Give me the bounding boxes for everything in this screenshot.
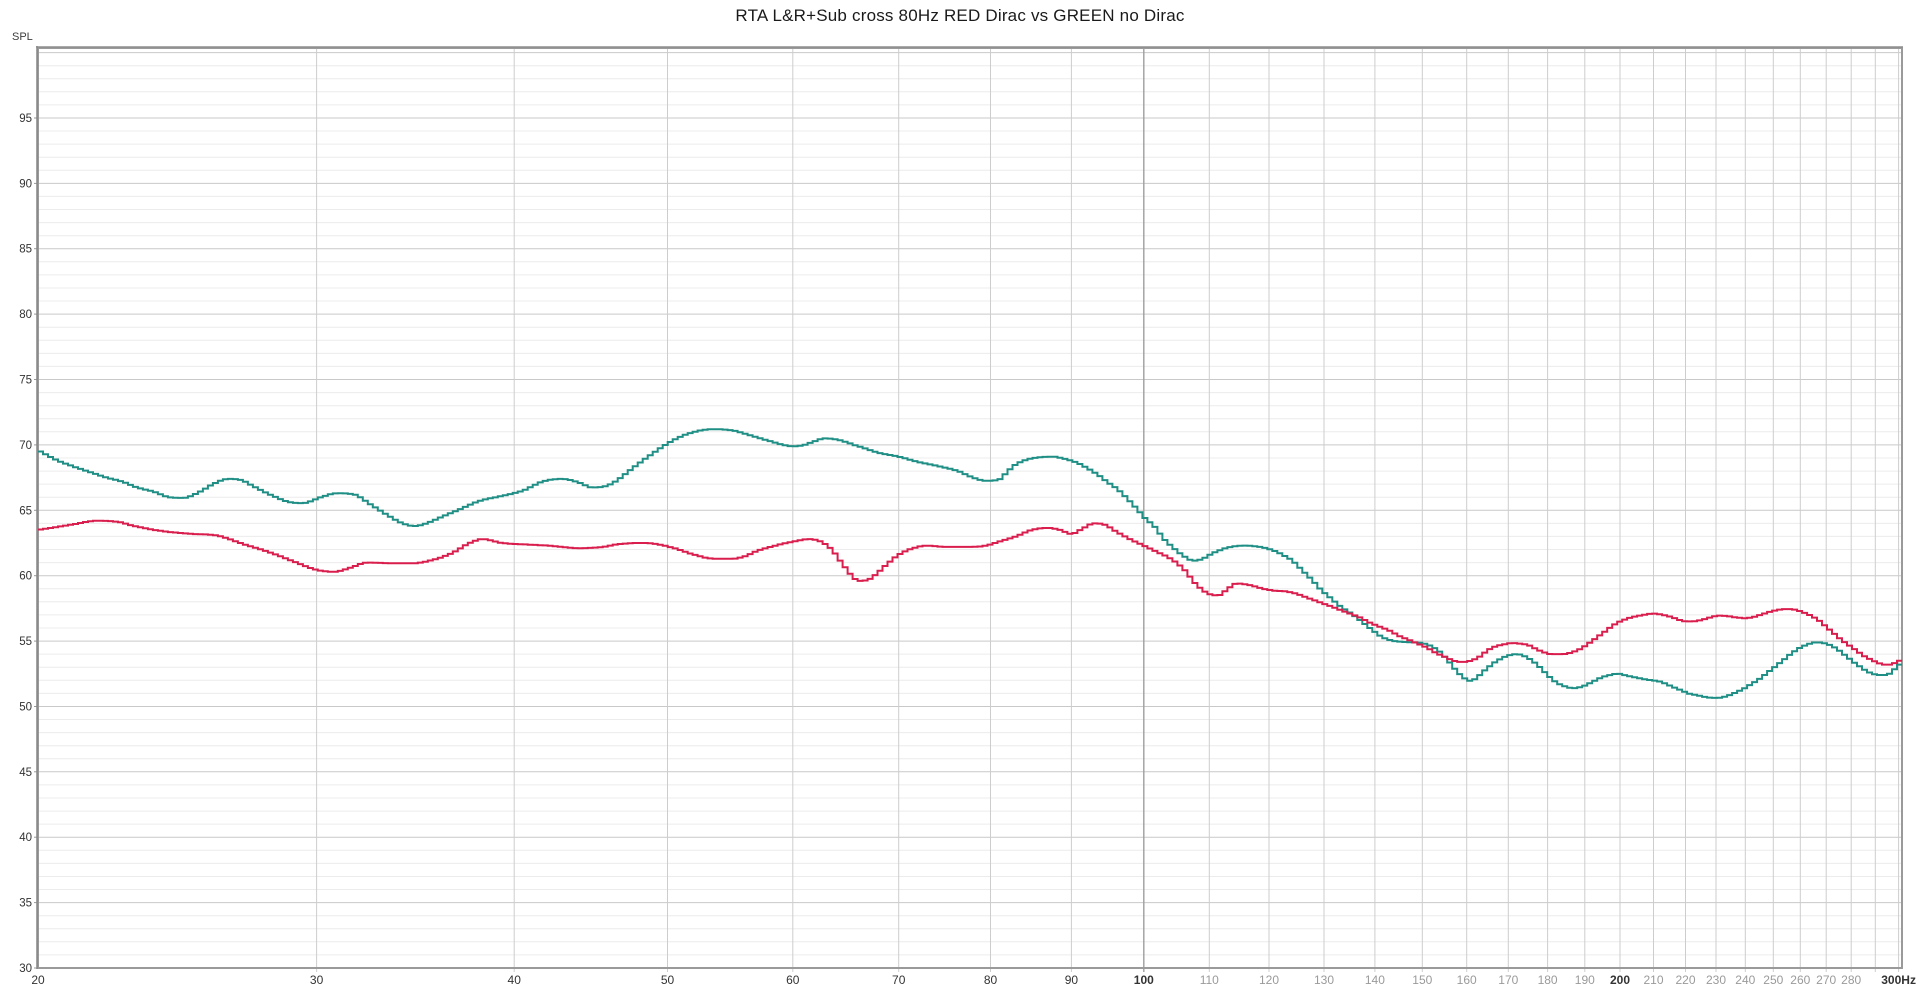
y-axis-tick-label: 75 (19, 375, 32, 387)
y-axis-tick-labels: 95 90 85 80 75 70 65 60 55 50 45 40 35 30 (19, 113, 32, 975)
x-axis-tick-label: 250 (1763, 973, 1783, 987)
no-dirac-curve (38, 428, 1902, 699)
y-axis-tick-label: 70 (19, 440, 32, 452)
x-axis-tick-label: 70 (892, 973, 906, 987)
major-h-gridlines (38, 52, 1902, 904)
x-axis-tick-label: 100 (1134, 973, 1154, 987)
x-axis-tick-label: 270 (1816, 973, 1836, 987)
x-axis-tick-label: 170 (1498, 973, 1518, 987)
minor-h-gridlines (38, 65, 1902, 956)
x-axis-tick-label: 210 (1643, 973, 1663, 987)
y-axis-tick-label: 80 (19, 309, 32, 321)
y-axis-tick-label: 65 (19, 505, 32, 517)
x-axis-tick-label: 110 (1200, 973, 1219, 987)
y-axis-tick-label: 55 (19, 636, 32, 648)
plot-frame (37, 47, 1903, 969)
x-axis-tick-label: 120 (1259, 973, 1279, 987)
y-axis-tick-label: 40 (19, 832, 32, 844)
x-axis-tick-label: 30 (310, 973, 324, 987)
y-axis-tick-label: 35 (19, 898, 32, 910)
x-axis-tick-label: 180 (1538, 973, 1558, 987)
x-axis-tick-label: 240 (1735, 973, 1755, 987)
x-axis-tick-label: 140 (1365, 973, 1385, 987)
x-axis-tick-label: 160 (1457, 973, 1477, 987)
vertical-gridlines (316, 48, 1900, 972)
dirac-curve (38, 519, 1902, 666)
x-axis-tick-label: 150 (1412, 973, 1432, 987)
x-axis-tick-label: 230 (1706, 973, 1726, 987)
x-axis-tick-label: 80 (984, 973, 998, 987)
x-axis-tick-label: 220 (1675, 973, 1695, 987)
y-axis-tick-label: 85 (19, 244, 32, 256)
x-axis-tick-label: 300Hz (1881, 973, 1916, 987)
x-axis-tick-label: 60 (786, 973, 800, 987)
y-axis-tick-label: 45 (19, 767, 32, 779)
y-axis-tick-label: 90 (19, 178, 32, 190)
y-axis-tick-label: 30 (19, 963, 32, 975)
x-axis-tick-label: 90 (1065, 973, 1079, 987)
x-axis-tick-label: 20 (31, 973, 45, 987)
x-axis-tick-label: 190 (1575, 973, 1595, 987)
y-axis-unit-label: SPL (12, 31, 33, 43)
x-axis-tick-labels: 20 30 40 50 60 70 80 90 100 110 120 130 140 150 160 170… (31, 973, 1916, 987)
y-axis-tick-label: 95 (19, 113, 32, 125)
x-axis-tick-label: 200 (1610, 973, 1630, 987)
x-axis-tick-label: 280 (1841, 973, 1861, 987)
x-axis-tick-label: 130 (1314, 973, 1334, 987)
chart-title: RTA L&R+Sub cross 80Hz RED Dirac vs GREE… (735, 6, 1185, 25)
y-axis-tick-label: 50 (19, 702, 32, 714)
y-axis-tick-label: 60 (19, 571, 32, 583)
x-axis-tick-label: 50 (661, 973, 675, 987)
x-axis-tick-label: 40 (508, 973, 522, 987)
x-axis-tick-label: 260 (1790, 973, 1810, 987)
